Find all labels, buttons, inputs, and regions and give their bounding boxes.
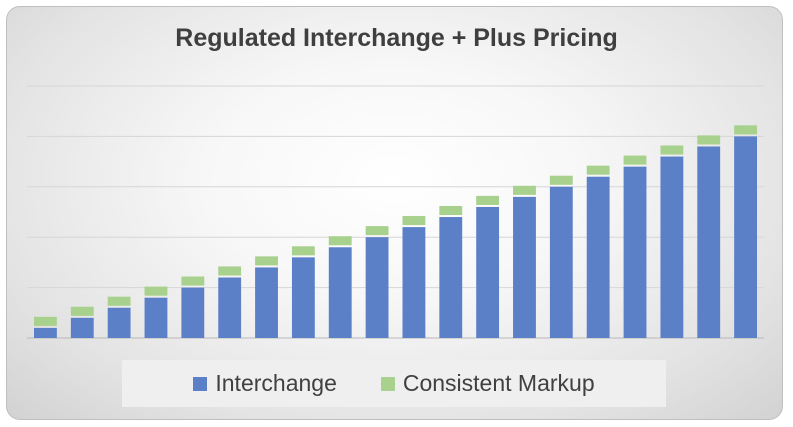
bar-consistent-markup-6: [218, 266, 242, 276]
bar-consistent-markup-8: [291, 246, 315, 256]
bar-consistent-markup-9: [328, 236, 352, 246]
bar-interchange-3: [107, 307, 131, 338]
bar-interchange-2: [70, 317, 94, 338]
legend-label-consistent-markup: Consistent Markup: [402, 370, 595, 396]
bar-interchange-12: [439, 217, 463, 338]
legend-item-consistent-markup: Consistent Markup: [380, 370, 595, 397]
bar-interchange-8: [291, 257, 315, 338]
chart-title: Regulated Interchange + Plus Pricing: [175, 24, 618, 52]
bar-consistent-markup-19: [697, 135, 721, 145]
bar-consistent-markup-5: [181, 276, 205, 286]
bar-consistent-markup-1: [34, 316, 57, 326]
bar-consistent-markup-4: [144, 286, 168, 296]
bar-consistent-markup-14: [513, 185, 536, 195]
legend-label-interchange: Interchange: [215, 370, 337, 396]
bar-consistent-markup-20: [734, 125, 757, 135]
bar-interchange-1: [34, 327, 57, 338]
bar-consistent-markup-2: [70, 306, 94, 316]
bar-consistent-markup-7: [255, 256, 278, 266]
bar-interchange-11: [402, 227, 426, 338]
bars: [34, 125, 757, 338]
legend-swatch-consistent-markup: [380, 376, 395, 391]
legend-item-interchange: Interchange: [193, 370, 337, 397]
chart-area: [6, 6, 783, 420]
bar-interchange-17: [623, 166, 647, 338]
bar-interchange-19: [697, 146, 721, 338]
bar-consistent-markup-12: [439, 205, 463, 216]
bar-interchange-5: [181, 287, 205, 338]
legend-swatch-interchange: [193, 376, 208, 391]
bar-consistent-markup-10: [365, 226, 389, 236]
bar-consistent-markup-15: [549, 175, 573, 185]
bar-interchange-9: [328, 247, 352, 338]
bar-consistent-markup-18: [660, 145, 684, 155]
bar-consistent-markup-13: [476, 195, 500, 205]
legend: Interchange Consistent Markup: [122, 360, 666, 407]
bar-interchange-14: [513, 196, 536, 338]
bar-consistent-markup-3: [107, 296, 131, 306]
bar-consistent-markup-17: [623, 155, 647, 165]
bar-consistent-markup-11: [402, 216, 426, 226]
bar-interchange-4: [144, 297, 168, 338]
bar-interchange-16: [586, 176, 610, 338]
bar-interchange-15: [549, 186, 573, 338]
bar-interchange-18: [660, 156, 684, 338]
gridlines: [27, 85, 764, 339]
bar-interchange-10: [365, 237, 389, 338]
bar-interchange-7: [255, 267, 278, 338]
bar-interchange-13: [476, 206, 500, 338]
bar-interchange-20: [734, 136, 757, 338]
bar-consistent-markup-16: [586, 165, 610, 175]
bar-interchange-6: [218, 277, 242, 338]
